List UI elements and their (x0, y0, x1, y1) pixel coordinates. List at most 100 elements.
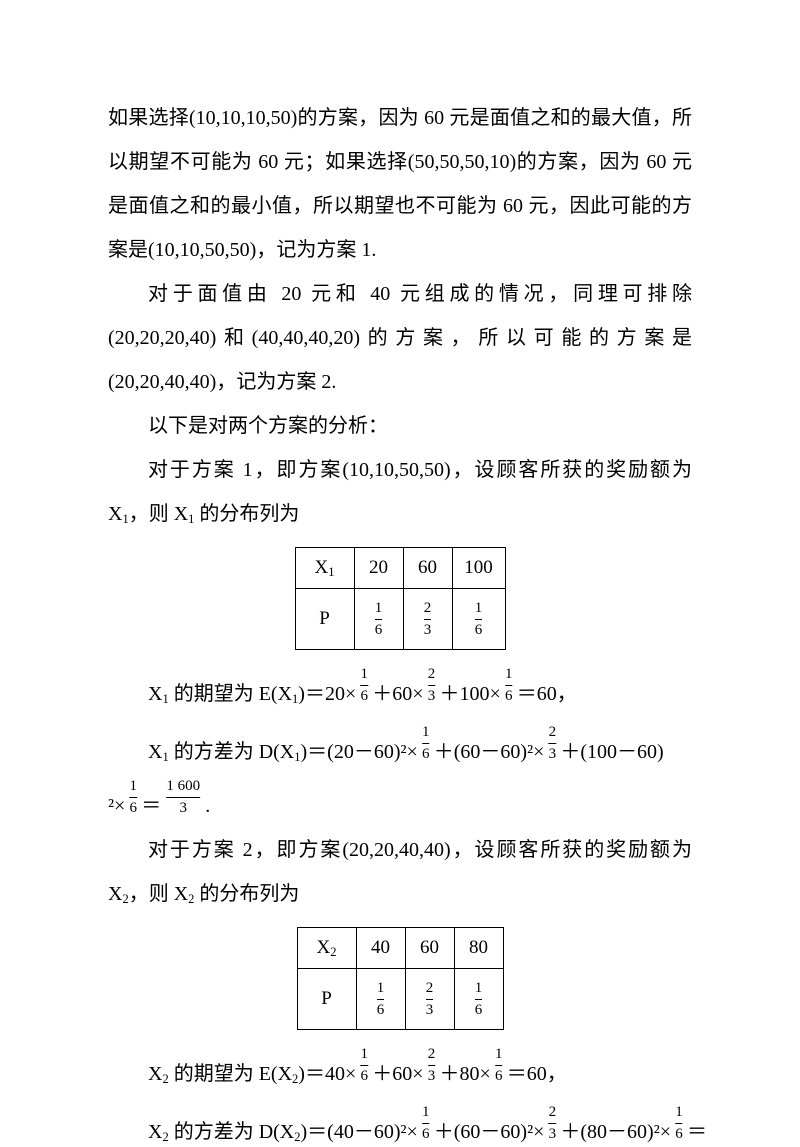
t2-p1-d: 3 (426, 999, 434, 1018)
t1-p0: 16 (354, 589, 403, 650)
variance-2: X2 的方差为 D(X2)＝(40－60)²×16＋(60－60)²×23＋(8… (108, 1122, 692, 1146)
d2-tail: ＝ (687, 1122, 707, 1142)
d1-m1: ＋(60－60)²× (434, 742, 545, 762)
d1b-pre: ²× (108, 796, 125, 816)
d2-f3d: 6 (675, 1123, 683, 1142)
t1-p1: 23 (403, 589, 452, 650)
d2-m1: ＋(60－60)²× (434, 1122, 545, 1142)
e2-f2n: 2 (428, 1047, 436, 1065)
t1-p2-n: 1 (475, 601, 483, 619)
t2-v0: 40 (356, 928, 405, 969)
t1-p2: 16 (452, 589, 505, 650)
e2-tail: ＝60， (507, 1064, 567, 1084)
t1-plabel: P (295, 589, 354, 650)
d1-m2: ＋(100－60) (560, 742, 663, 762)
t1-var: X1 (295, 548, 354, 589)
d1-t2: )＝(20－60)²× (301, 741, 418, 763)
t2-var-sub: 2 (330, 945, 336, 959)
t2-plabel: P (297, 969, 356, 1030)
paragraph-5: 对于方案 2，即方案(20,20,40,40)，设顾客所获的奖励额为 X2，则 … (108, 828, 692, 921)
paragraph-1: 如果选择(10,10,10,50)的方案，因为 60 元是面值之和的最大值，所以… (108, 96, 692, 272)
d2-f2n: 2 (549, 1105, 557, 1123)
e2-m1: ＋60× (372, 1064, 423, 1084)
expectation-1: X1 的期望为 E(X1)＝20×16＋60×23＋100×16＝60， (108, 684, 692, 708)
d1b-eq: ＝ (141, 796, 161, 816)
d2-f1d: 6 (422, 1123, 430, 1142)
t2-v2: 80 (454, 928, 503, 969)
e2-f3n: 1 (495, 1047, 503, 1065)
t1-var-sub: 1 (328, 565, 334, 579)
t2-p2-n: 1 (475, 981, 483, 999)
page: 如果选择(10,10,10,50)的方案，因为 60 元是面值之和的最大值，所以… (0, 0, 800, 1132)
t2-v1: 60 (405, 928, 454, 969)
e1-f3n: 1 (505, 667, 513, 685)
paragraph-2: 对于面值由 20 元和 40 元组成的情况，同理可排除(20,20,20,40)… (108, 272, 692, 404)
t1-var-x: X (315, 557, 329, 578)
d1-f2d: 3 (549, 743, 557, 762)
t2-p0: 16 (356, 969, 405, 1030)
d2-f3n: 1 (675, 1105, 683, 1123)
paragraph-4: 对于方案 1，即方案(10,10,50,50)，设顾客所获的奖励额为 X1，则 … (108, 448, 692, 541)
t1-p0-n: 1 (375, 601, 383, 619)
d2-f1n: 1 (422, 1105, 430, 1123)
t2-var-x: X (317, 937, 331, 958)
variance-1a: X1 的方差为 D(X1)＝(20－60)²×16＋(60－60)²×23＋(1… (108, 742, 692, 766)
e2-f1n: 1 (360, 1047, 368, 1065)
d1b-tail: . (205, 796, 210, 816)
d1b-f2d: 3 (166, 797, 200, 816)
p5-b: ，则 X (129, 883, 188, 905)
e1-f1d: 6 (360, 685, 368, 704)
t2-p2: 16 (454, 969, 503, 1030)
e1-m2: ＋100× (440, 684, 501, 704)
paragraph-3: 以下是对两个方案的分析： (108, 404, 692, 448)
e1-tail: ＝60， (517, 684, 577, 704)
t2-p0-n: 1 (377, 981, 385, 999)
e2-m2: ＋80× (440, 1064, 491, 1084)
t1-v1: 60 (403, 548, 452, 589)
expectation-2: X2 的期望为 E(X2)＝40×16＋60×23＋80×16＝60， (108, 1064, 692, 1088)
t2-p1: 23 (405, 969, 454, 1030)
d2-m2: ＋(80－60)²× (560, 1122, 671, 1142)
e1-f2n: 2 (428, 667, 436, 685)
p4-c: 的分布列为 (194, 503, 299, 525)
d1-f1n: 1 (422, 725, 430, 743)
d2-x: X (148, 1121, 162, 1143)
e1-f2d: 3 (428, 685, 436, 704)
t1-v0: 20 (354, 548, 403, 589)
d2-f2d: 3 (549, 1123, 557, 1142)
d1-t1: 的方差为 D(X (169, 741, 295, 763)
t2-var: X2 (297, 928, 356, 969)
e2-x: X (148, 1063, 162, 1085)
d2-t1: 的方差为 D(X (169, 1121, 295, 1143)
e1-f1n: 1 (360, 667, 368, 685)
d2-t2: )＝(40－60)²× (301, 1121, 418, 1143)
t1-p2-d: 6 (475, 619, 483, 638)
t1-p1-d: 3 (424, 619, 432, 638)
e2-f3d: 6 (495, 1065, 503, 1084)
e2-t2: )＝40× (298, 1063, 356, 1085)
p4-b: ，则 X (129, 503, 188, 525)
d1-f1d: 6 (422, 743, 430, 762)
e2-f1d: 6 (360, 1065, 368, 1084)
d1b-f2n: 1 600 (166, 779, 200, 797)
t2-p1-n: 2 (426, 981, 434, 999)
t2-p2-d: 6 (475, 999, 483, 1018)
e1-x: X (148, 683, 162, 705)
t1-v2: 100 (452, 548, 505, 589)
p5-c: 的分布列为 (194, 883, 299, 905)
t1-p1-n: 2 (424, 601, 432, 619)
distribution-table-2: X2 40 60 80 P 16 23 16 (297, 927, 504, 1030)
variance-1b: ²×16＝1 6003. (108, 796, 692, 820)
t1-p0-d: 6 (375, 619, 383, 638)
d1-f2n: 2 (549, 725, 557, 743)
d1-x: X (148, 741, 162, 763)
e2-f2d: 3 (428, 1065, 436, 1084)
t2-p0-d: 6 (377, 999, 385, 1018)
e1-t1: 的期望为 E(X (169, 683, 292, 705)
d1b-f1n: 1 (130, 779, 138, 797)
e1-f3d: 6 (505, 685, 513, 704)
distribution-table-1: X1 20 60 100 P 16 23 16 (295, 547, 506, 650)
e2-t1: 的期望为 E(X (169, 1063, 292, 1085)
d1b-f1d: 6 (130, 797, 138, 816)
e1-t2: )＝20× (298, 683, 356, 705)
